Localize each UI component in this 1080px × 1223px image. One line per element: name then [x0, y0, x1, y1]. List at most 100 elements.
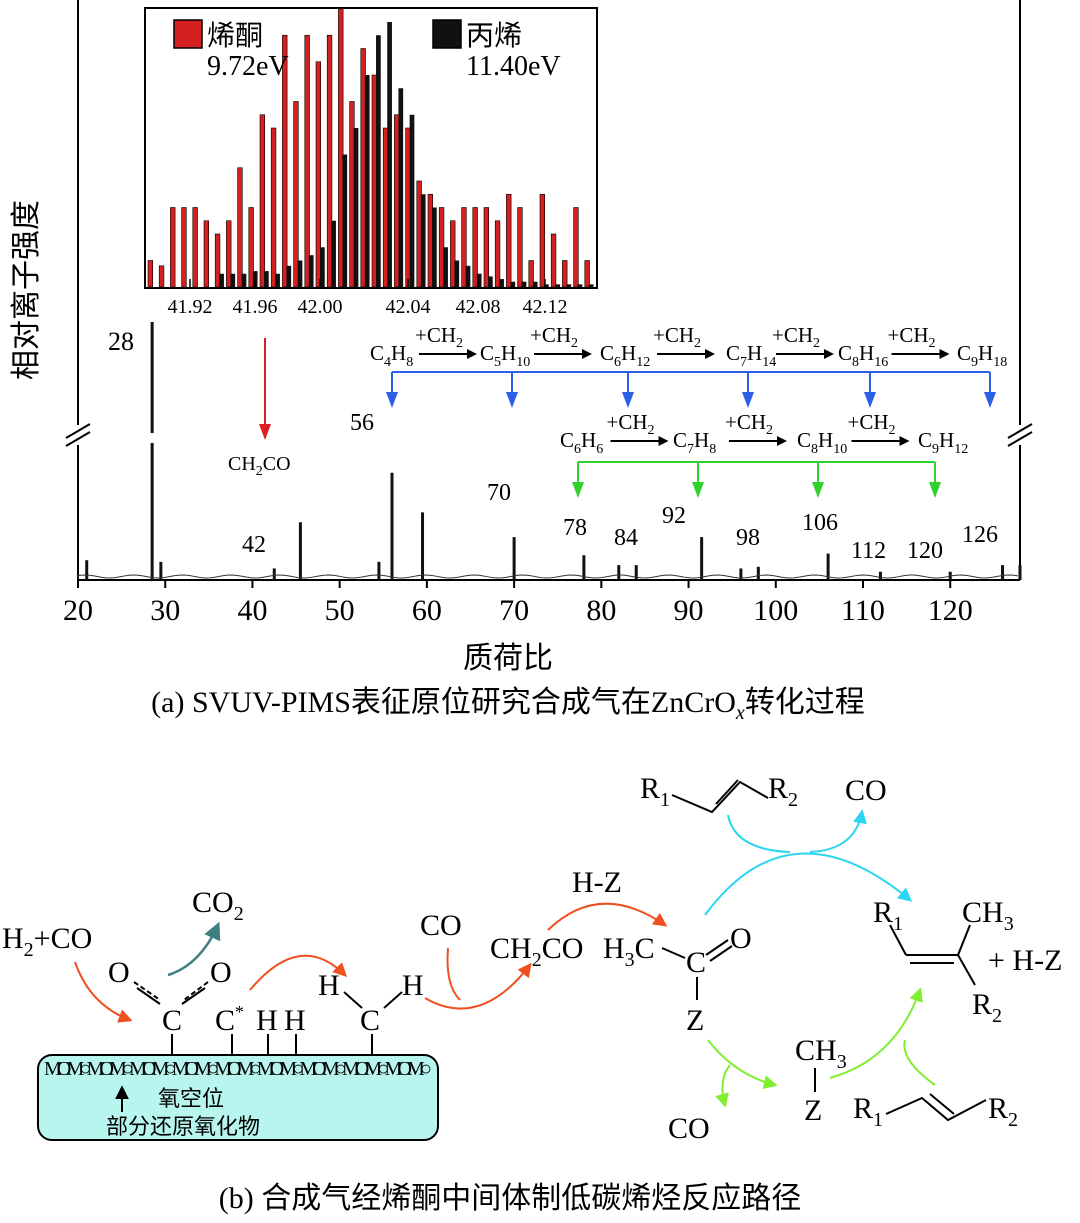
inset-bar-propene-39 — [588, 284, 594, 287]
inset-bar-ketene-24 — [416, 180, 422, 288]
inset-bar-ketene-32 — [506, 193, 512, 288]
inset-bar-ketene-19 — [360, 48, 366, 288]
inset-bar-ketene-35 — [539, 193, 546, 288]
inset-tick-label-1: 41.96 — [233, 296, 278, 318]
oxygen-vacancy-label: 氧空位 — [158, 1086, 224, 1111]
product-bond-1 — [889, 924, 907, 956]
inset-bar-propene-13 — [297, 260, 303, 287]
baseline-trace — [77, 574, 1019, 579]
inset-bar-ketene-12 — [282, 34, 288, 288]
axis-break-right — [1007, 423, 1033, 447]
legend-ketene-ev: 9.72eV — [207, 51, 289, 82]
olefin-series: C4H8+CH2 C5H10+CH2 C6H12+CH2 C7H14+CH2 C8H16… — [370, 323, 1007, 408]
x-tick-label-60: 60 — [412, 594, 442, 627]
inset-bar-ketene-33 — [517, 207, 523, 288]
arrow-to-ch2co — [424, 962, 532, 1010]
inset-bar-ketene-4 — [192, 207, 198, 288]
hz-label: H-Z — [572, 866, 622, 899]
peak-labels: 28 42 56 70 78 84 92 98 106 112 120 126 — [108, 327, 998, 564]
acyl-o: O — [730, 922, 752, 955]
x-tick-group: 20 30 40 50 60 70 80 90 100 110 120 — [63, 580, 973, 627]
inset-bar-ketene-2 — [170, 207, 176, 288]
olefin-drop-head-0 — [386, 392, 398, 408]
inset-bar-propene-14 — [308, 255, 314, 287]
green-arc-2 — [829, 987, 923, 1079]
aromatic-step-2: +CH2 — [848, 410, 896, 438]
inset-bar-propene-15 — [320, 247, 325, 287]
olefin-step-arrowhead-2 — [705, 349, 715, 359]
bond-c-o-1 — [705, 939, 729, 956]
peak-label-42: 42 — [242, 532, 266, 558]
inset-bar-ketene-27 — [450, 220, 456, 288]
inset-bar-ketene-28 — [461, 207, 467, 288]
bond-dash-2 — [183, 981, 209, 1001]
inset-bar-ketene-36 — [550, 233, 557, 288]
inset-bar-propene-8 — [241, 273, 247, 287]
co-mid-label: CO — [420, 909, 462, 942]
peak-label-78: 78 — [563, 515, 587, 541]
inset-bar-ketene-18 — [349, 101, 355, 288]
inset-bar-ketene-37 — [562, 260, 568, 288]
ch2-h-right: H — [402, 969, 424, 1002]
surface-atoms: MOM○MOM○MOM○MOM○MOM○MOM○MOM○MOM○MOM○ — [44, 1058, 432, 1080]
aromatic-species-1: C7H8 — [673, 428, 716, 457]
bottom-olefin-r1: R1 — [853, 1092, 883, 1131]
inset-bar-propene-37 — [566, 284, 572, 287]
inset-bar-ketene-22 — [394, 114, 400, 288]
inset-bar-ketene-30 — [483, 207, 490, 288]
green-arc-1 — [707, 1039, 778, 1090]
inset-bar-ketene-21 — [382, 127, 389, 288]
inset-bar-propene-21 — [387, 22, 392, 287]
product-bond-5 — [957, 954, 976, 986]
aromatic-step-0: +CH2 — [607, 410, 655, 438]
aromatic-drop-head-3 — [929, 482, 941, 498]
olefin-step-arrowhead-4 — [939, 349, 950, 359]
peak-label-112: 112 — [851, 538, 886, 564]
peak-label-92: 92 — [662, 503, 686, 529]
inset-bar-propene-10 — [264, 271, 269, 287]
bond-c-o-2 — [709, 945, 733, 962]
adsorbed-c: C — [162, 1004, 182, 1037]
bottom-olefin-double — [929, 1093, 955, 1115]
bond-2 — [181, 987, 206, 1005]
x-tick-label-100: 100 — [753, 594, 798, 627]
inset-bar-propene-34 — [532, 281, 538, 287]
bond-dash-1 — [133, 981, 161, 1001]
olefin-species-3: C7H14 — [726, 341, 776, 370]
product-bond-4 — [957, 924, 971, 956]
x-tick-label-90: 90 — [674, 594, 704, 627]
legend-propene-ev: 11.40eV — [466, 51, 561, 82]
bond-ch-left — [343, 991, 363, 1009]
inset-ticks: 41.92 41.96 42.00 42.04 42.08 42.12 — [168, 279, 568, 318]
inset-bar-ketene-14 — [304, 34, 310, 288]
ch2co-intermediate: CH2CO — [490, 932, 583, 971]
olefin-drop-head-2 — [622, 392, 634, 408]
legend-propene: 丙烯 — [466, 20, 522, 52]
legend-swatch-propene — [432, 19, 462, 49]
inset-bar-propene-24 — [420, 194, 426, 287]
ch2-c: C — [360, 1004, 380, 1037]
inset-bar-ketene-3 — [181, 207, 187, 288]
panel-b-caption: (b) 合成气经烯酮中间体制低碳烯烃反应路径 — [219, 1182, 801, 1215]
ch2-h-left: H — [318, 969, 340, 1002]
bottom-olefin-r2: R2 — [988, 1092, 1018, 1131]
aromatic-step-arrowhead-1 — [777, 436, 787, 446]
inset-bar-ketene-39 — [584, 260, 590, 288]
inset-bar-propene-11 — [275, 273, 280, 287]
inset-bar-propene-23 — [409, 114, 415, 287]
panel-a: 相对离子强度 20 30 40 50 60 70 80 90 100 110 120 28 42 5… — [10, 0, 1033, 724]
olefin-step-4: +CH2 — [888, 323, 936, 351]
inset-bar-ketene-9 — [248, 207, 254, 288]
h-atom-2: H — [284, 1004, 306, 1037]
inset-bar-ketene-0 — [147, 260, 154, 288]
olefin-species-0: C4H8 — [370, 341, 413, 370]
inset-bar-propene-29 — [476, 273, 482, 287]
aromatic-step-arrowhead-2 — [899, 436, 910, 446]
inset-bar-propene-25 — [432, 207, 437, 287]
panel-b: MOM○MOM○MOM○MOM○MOM○MOM○MOM○MOM○MOM○ 氧空位… — [2, 772, 1062, 1215]
top-olefin-chain — [671, 780, 769, 814]
product-r1: R1 — [873, 896, 903, 935]
x-tick-label-70: 70 — [499, 594, 529, 627]
co-top-label: CO — [845, 774, 887, 807]
